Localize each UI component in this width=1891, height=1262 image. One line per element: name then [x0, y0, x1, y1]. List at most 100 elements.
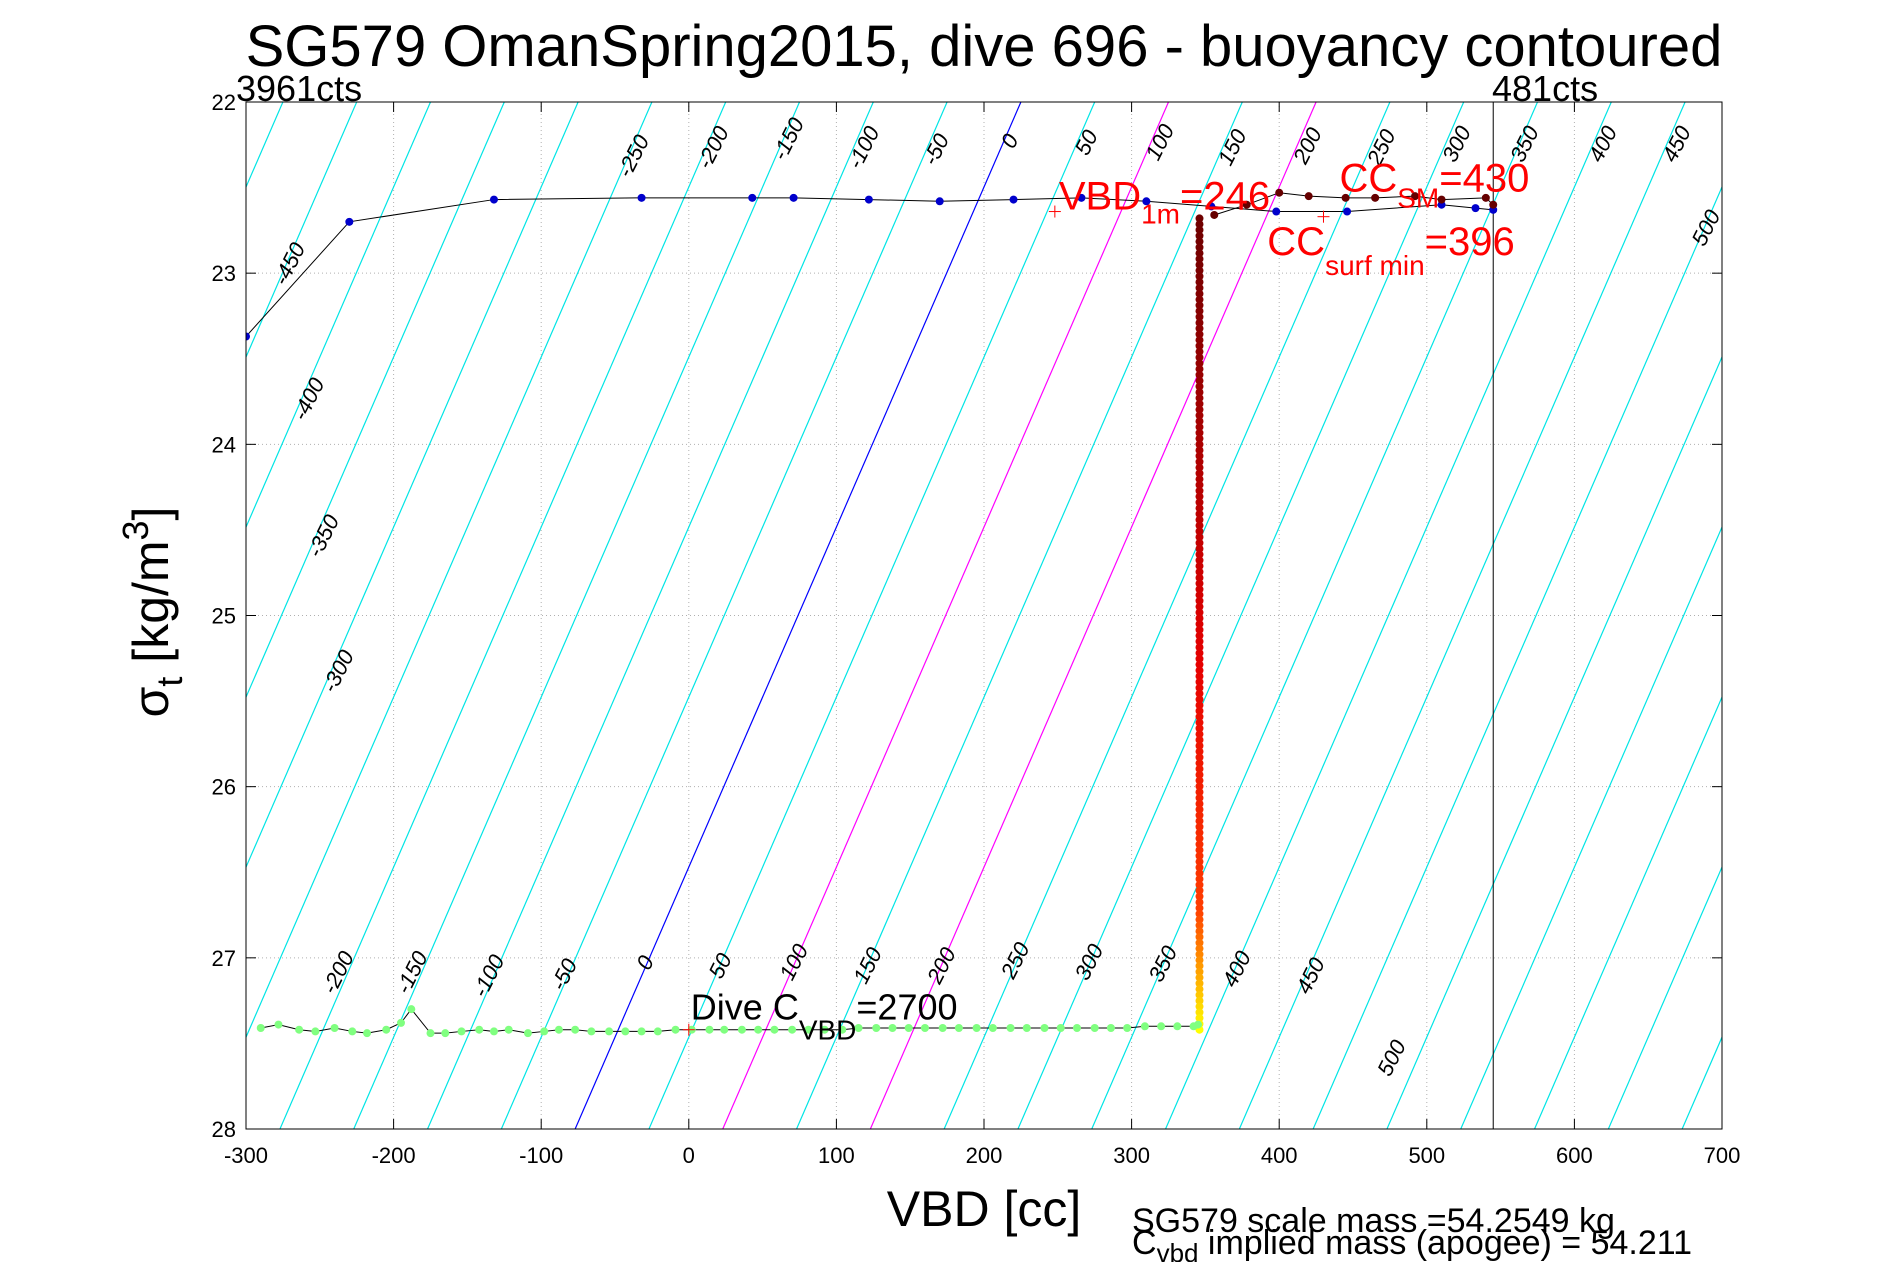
contour-line — [869, 102, 1317, 1129]
y-tick-label: 25 — [212, 604, 236, 629]
climb-point — [311, 1027, 320, 1036]
profile-point — [1195, 370, 1204, 379]
profile-point — [1195, 660, 1204, 669]
climb-point — [475, 1025, 484, 1034]
climb-point — [621, 1027, 630, 1036]
climb-point — [1140, 1022, 1149, 1031]
profile-point — [1195, 817, 1204, 826]
x-tick-label: -300 — [224, 1143, 268, 1168]
profile-point — [1195, 405, 1204, 414]
profile-point — [1195, 550, 1204, 559]
profile-point — [1195, 735, 1204, 744]
profile-point — [1195, 892, 1204, 901]
profile-point — [1195, 996, 1204, 1005]
surface-point — [1275, 188, 1284, 197]
profile-point — [1195, 880, 1204, 889]
climb-point — [788, 1025, 797, 1034]
climb-point — [737, 1025, 746, 1034]
contour-line — [500, 102, 948, 1129]
profile-point — [1195, 446, 1204, 455]
profile-point — [1195, 359, 1204, 368]
contour-line — [246, 102, 505, 699]
dive-point — [789, 193, 798, 202]
climb-point — [587, 1027, 596, 1036]
profile-point — [1195, 556, 1204, 565]
x-tick-label: -200 — [372, 1143, 416, 1168]
climb-point — [504, 1025, 513, 1034]
profile-point — [1195, 567, 1204, 576]
profile-point — [1195, 961, 1204, 970]
profile-point — [1195, 886, 1204, 895]
profile-point — [1195, 921, 1204, 930]
profile-point — [1195, 527, 1204, 536]
profile-point — [1195, 793, 1204, 802]
profile-point — [1195, 237, 1204, 246]
x-tick-label: 100 — [818, 1143, 855, 1168]
profile-point — [1195, 857, 1204, 866]
profile-point — [1195, 811, 1204, 820]
climb-point — [904, 1024, 913, 1033]
profile-point — [1195, 533, 1204, 542]
climb-point — [705, 1025, 714, 1034]
climb-point — [396, 1018, 405, 1027]
profile-point — [1195, 411, 1204, 420]
climb-point — [1173, 1022, 1182, 1031]
surface-point — [1341, 193, 1350, 202]
contour-line — [353, 102, 801, 1129]
surface-point — [1242, 200, 1251, 209]
contour-line — [943, 102, 1391, 1129]
climb-point — [653, 1027, 662, 1036]
climb-point — [1040, 1024, 1049, 1033]
profile-point — [1195, 231, 1204, 240]
dive-point — [1009, 195, 1018, 204]
surface-series-line — [1214, 192, 1494, 216]
profile-point — [1195, 764, 1204, 773]
profile-point — [1195, 336, 1204, 345]
climb-point — [426, 1029, 435, 1038]
profile-point — [1195, 602, 1204, 611]
profile-point — [1195, 909, 1204, 918]
profile-point — [1195, 417, 1204, 426]
profile-point — [1195, 585, 1204, 594]
profile-point — [1195, 654, 1204, 663]
x-axis-label: VBD [cc] — [887, 1181, 1081, 1237]
profile-point — [1195, 840, 1204, 849]
x-tick-label: -100 — [519, 1143, 563, 1168]
profile-point — [1195, 295, 1204, 304]
climb-point — [295, 1025, 304, 1034]
profile-point — [1195, 851, 1204, 860]
profile-point — [1195, 498, 1204, 507]
top-right-counts-label: 481cts — [1492, 68, 1598, 109]
profile-point — [1195, 718, 1204, 727]
profile-point — [1195, 428, 1204, 437]
profile-point — [1195, 330, 1204, 339]
profile-point — [1195, 666, 1204, 675]
dive-point — [489, 195, 498, 204]
climb-point — [838, 1025, 847, 1034]
dive-point — [864, 195, 873, 204]
profile-point — [1195, 515, 1204, 524]
dive-point — [935, 197, 944, 206]
climb-point — [938, 1024, 947, 1033]
profile-point — [1195, 283, 1204, 292]
climb-point — [256, 1024, 265, 1033]
profile-point — [1195, 278, 1204, 287]
profile-point — [1195, 712, 1204, 721]
climb-point — [274, 1020, 283, 1029]
contour-line — [246, 102, 579, 869]
profile-point — [1195, 423, 1204, 432]
x-tick-label: 200 — [966, 1143, 1003, 1168]
y-tick-label: 24 — [212, 432, 236, 457]
contour-line — [426, 102, 874, 1129]
profile-point — [1195, 724, 1204, 733]
contour-line — [279, 102, 727, 1129]
profile-point — [1195, 394, 1204, 403]
profile-point — [1195, 1002, 1204, 1011]
y-tick-label: 22 — [212, 90, 236, 115]
dive-point — [748, 193, 757, 202]
climb-point — [754, 1025, 763, 1034]
y-axis-label: σt [kg/m3] — [115, 507, 190, 718]
climb-series-line — [260, 1008, 1199, 1034]
contour-line — [0, 102, 62, 1129]
climb-point — [489, 1027, 498, 1036]
